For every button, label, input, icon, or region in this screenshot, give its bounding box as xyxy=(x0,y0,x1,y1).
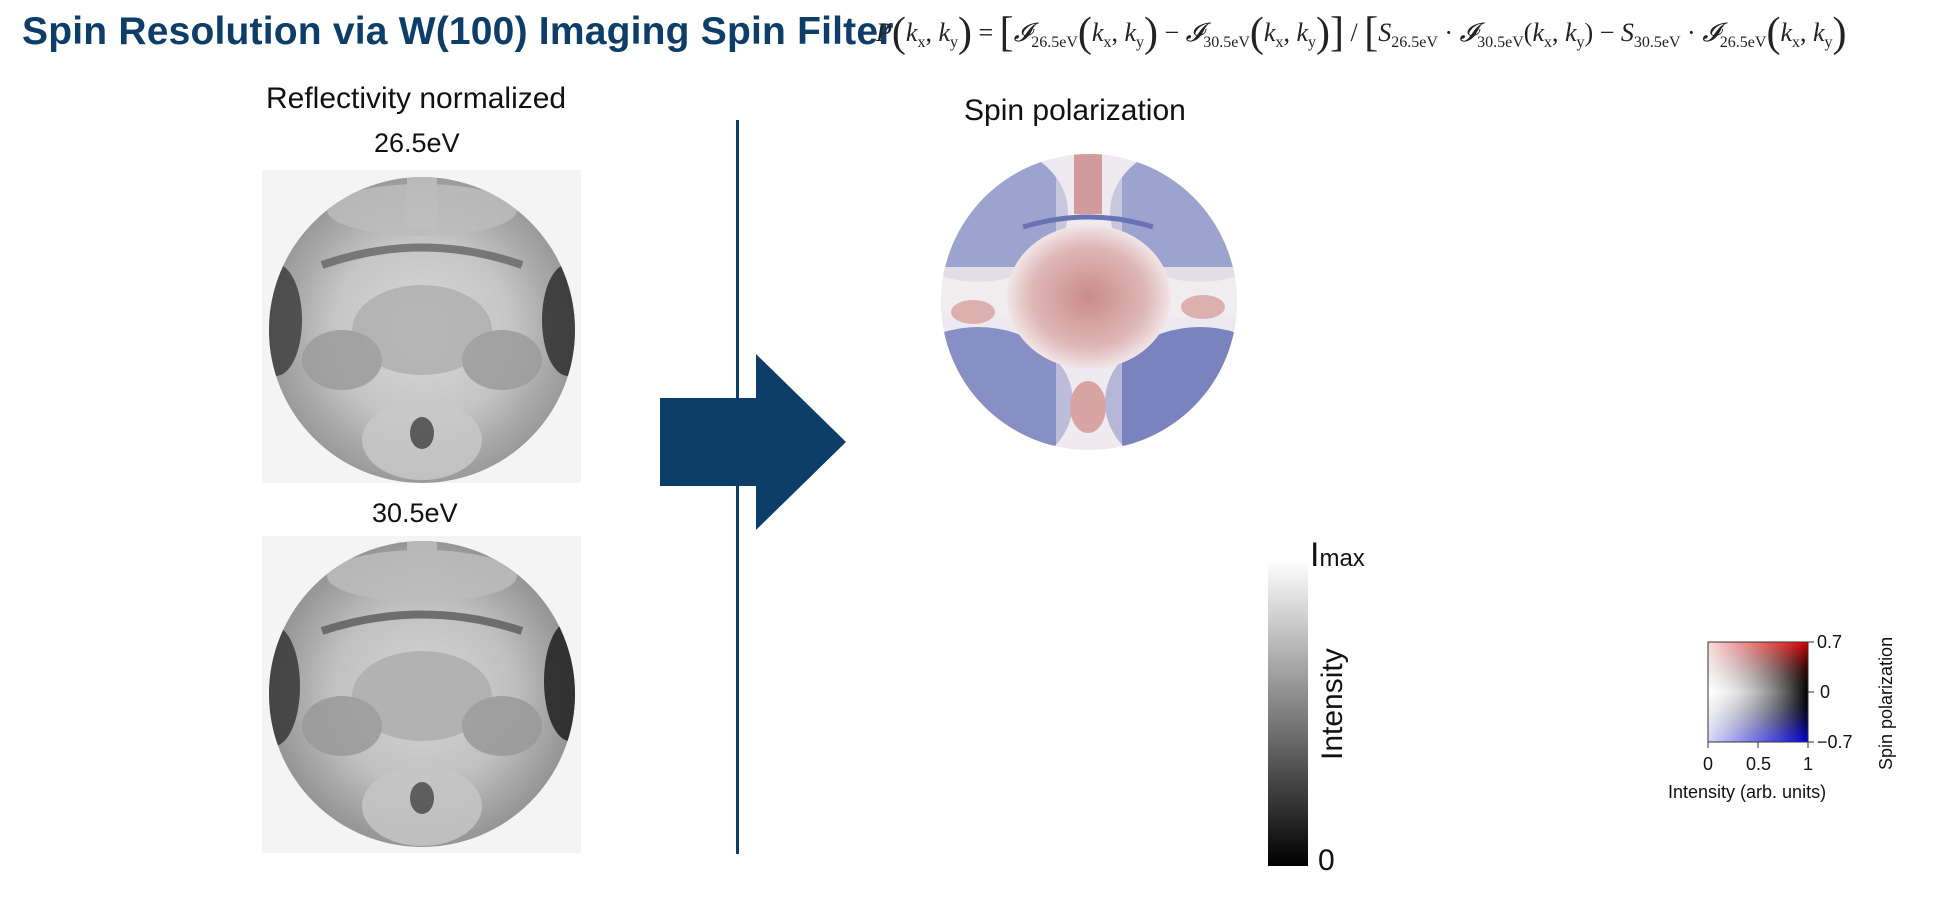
intensity-colorbar xyxy=(1268,560,1308,866)
page-title: Spin Resolution via W(100) Imaging Spin … xyxy=(22,10,894,53)
image-label-26-5ev: 26.5eV xyxy=(374,128,460,158)
y-tick-neg-0-7: −0.7 xyxy=(1817,732,1853,752)
spin-polarization-map xyxy=(938,152,1240,452)
reflectivity-heading: Reflectivity normalized xyxy=(266,82,567,115)
intensity-max-label: Imax xyxy=(1310,536,1365,574)
colormap-y-label: Spin polarization xyxy=(1876,637,1896,770)
x-tick-1: 1 xyxy=(1803,754,1813,774)
intensity-min-label: 0 xyxy=(1318,844,1335,877)
reflectivity-image-30-5ev xyxy=(262,536,581,853)
spin-polarization-heading: Spin polarization xyxy=(964,94,1186,127)
y-tick-0-7: 0.7 xyxy=(1817,632,1842,652)
reflectivity-image-26-5ev xyxy=(262,170,581,483)
colormap-x-label: Intensity (arb. units) xyxy=(1668,782,1826,802)
x-tick-0-5: 0.5 xyxy=(1746,754,1771,774)
image-label-30-5ev: 30.5eV xyxy=(372,498,458,528)
y-tick-0: 0 xyxy=(1820,682,1830,702)
colormap-square xyxy=(1707,641,1809,743)
process-arrow xyxy=(660,354,846,530)
x-tick-0: 0 xyxy=(1703,754,1713,774)
divider-line xyxy=(736,120,739,854)
intensity-axis-label: Intensity xyxy=(1316,648,1349,760)
polarization-formula: P(kx, ky) = [𝓘26.5eV(kx, ky) − 𝓘30.5eV(k… xyxy=(876,10,1847,56)
spin-intensity-colormap: 0.7 0 −0.7 0 0.5 1 Intensity (arb. units… xyxy=(1660,608,1920,828)
